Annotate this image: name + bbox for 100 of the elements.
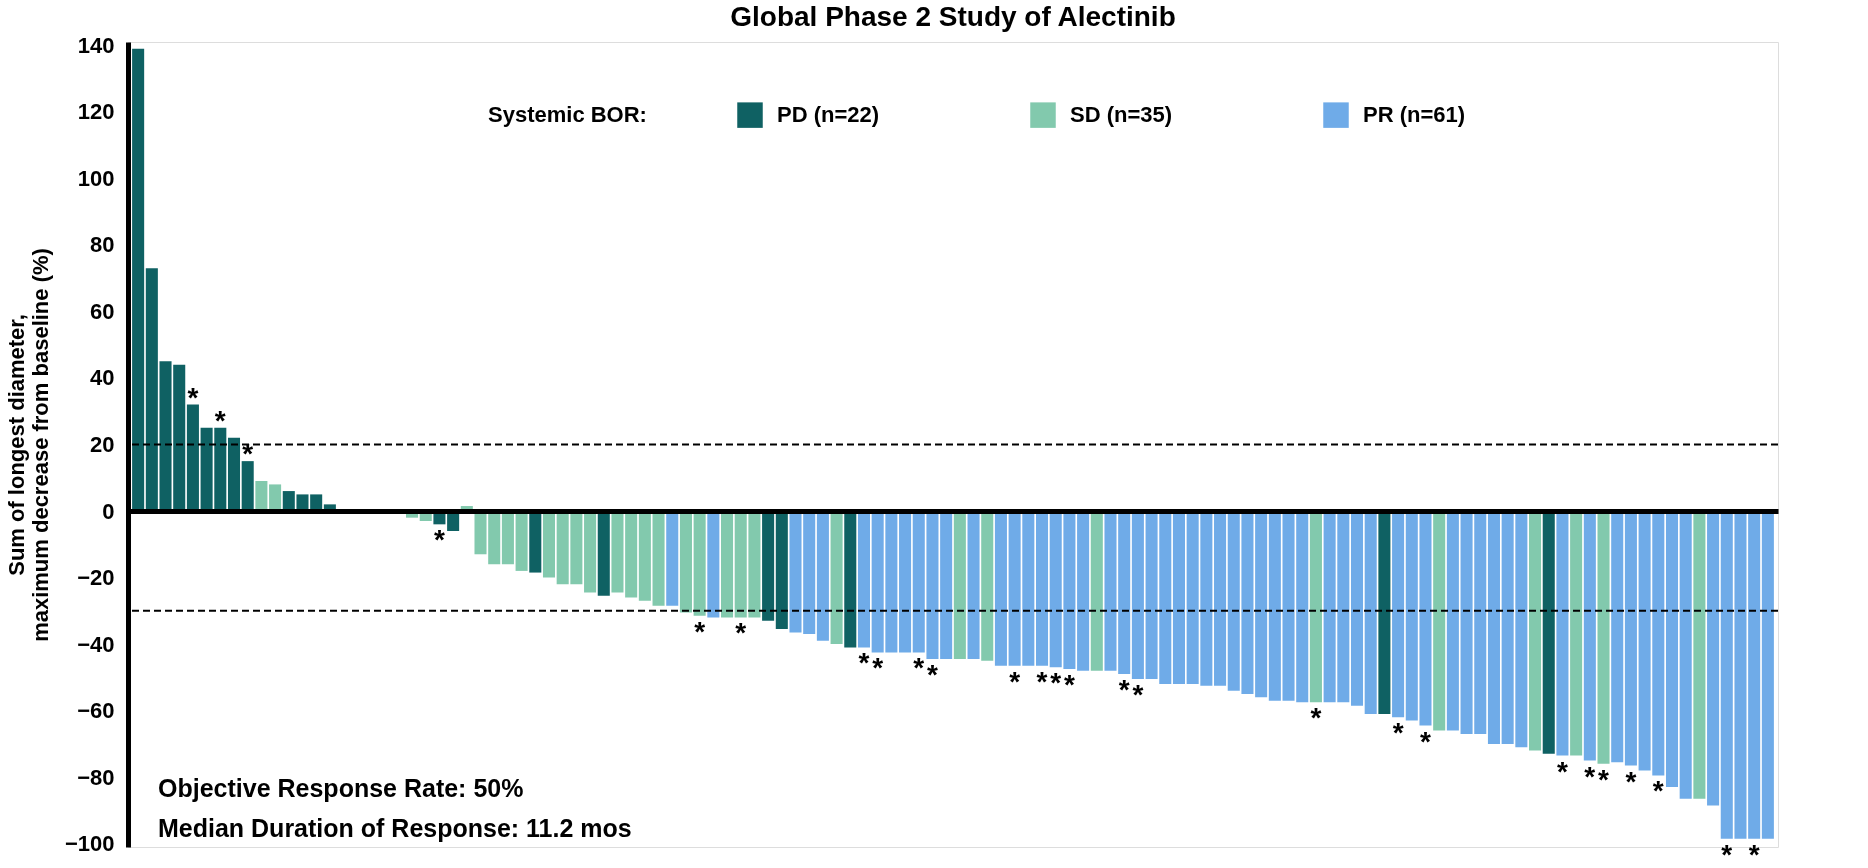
bar xyxy=(857,511,871,648)
y-tick-label: 80 xyxy=(90,232,115,258)
bar xyxy=(1487,511,1500,744)
data-label: * xyxy=(1625,765,1637,797)
bar xyxy=(679,511,692,613)
y-tick-label: 60 xyxy=(90,298,115,324)
data-label: * xyxy=(1584,760,1596,792)
legend-label: PD (n=22) xyxy=(777,102,880,128)
bar xyxy=(1679,511,1692,799)
bar xyxy=(611,511,624,593)
bar xyxy=(707,511,720,618)
bar xyxy=(241,461,254,512)
annotation: Objective Response Rate: 50% xyxy=(158,774,524,802)
bar xyxy=(1556,511,1569,756)
bar xyxy=(981,511,994,661)
bar xyxy=(186,404,199,512)
bar xyxy=(597,511,610,596)
bar xyxy=(1090,511,1103,671)
bar xyxy=(1364,511,1377,714)
y-tick-label: 100 xyxy=(77,165,115,191)
bar xyxy=(529,511,542,573)
bar xyxy=(1624,511,1637,766)
data-label: * xyxy=(1050,667,1062,699)
bar xyxy=(844,511,857,648)
data-label: * xyxy=(1598,763,1610,795)
annotation: Median Duration of Response: 11.2 mos xyxy=(158,814,632,842)
data-label: * xyxy=(1132,679,1144,711)
data-label: * xyxy=(1009,665,1021,697)
bar xyxy=(1583,511,1596,761)
bar xyxy=(940,511,953,660)
bar xyxy=(638,511,651,601)
bar xyxy=(1214,511,1227,686)
bar xyxy=(1665,511,1679,788)
data-label: * xyxy=(1420,725,1432,757)
y-tick-label: −60 xyxy=(77,698,115,724)
bar xyxy=(652,511,665,606)
y-tick-label: −100 xyxy=(64,831,115,857)
bar xyxy=(542,511,556,578)
data-label: * xyxy=(1556,755,1568,787)
bar xyxy=(816,511,829,641)
y-tick-label: −20 xyxy=(77,565,115,591)
bar xyxy=(1529,511,1542,751)
legend-label: SD (n=35) xyxy=(1070,102,1173,128)
bar xyxy=(1268,511,1281,701)
bar xyxy=(1172,511,1185,684)
bar xyxy=(1597,511,1610,764)
y-tick-label: 20 xyxy=(90,432,115,457)
data-label: * xyxy=(214,404,226,436)
data-label: * xyxy=(1392,717,1404,749)
legend-label: PR (n=61) xyxy=(1363,102,1466,128)
bar xyxy=(1611,511,1624,763)
bar xyxy=(1446,511,1459,731)
bar xyxy=(227,437,241,512)
data-label: * xyxy=(735,617,747,649)
bar xyxy=(269,484,282,512)
legend-title: Systemic BOR: xyxy=(488,102,647,127)
bar xyxy=(1350,511,1364,706)
bar xyxy=(994,511,1007,666)
bar xyxy=(1761,511,1774,839)
y-tick-label: −40 xyxy=(77,631,115,657)
bar xyxy=(721,511,734,618)
data-label: * xyxy=(433,524,445,556)
data-label: * xyxy=(1310,702,1322,734)
data-label: * xyxy=(872,652,884,684)
y-axis-title: Sum of longest diameter, maximum decrease from baseline (%) xyxy=(3,248,53,642)
y-tick-label: 40 xyxy=(90,365,115,391)
data-label: * xyxy=(913,652,925,684)
data-label: * xyxy=(1721,838,1733,868)
data-label: * xyxy=(1652,775,1664,807)
bar xyxy=(255,481,268,512)
bar xyxy=(1378,511,1391,714)
bar xyxy=(1570,511,1583,756)
bar xyxy=(1542,511,1555,754)
data-label: * xyxy=(927,659,938,691)
y-tick-label: 140 xyxy=(77,32,115,58)
bar xyxy=(1131,511,1144,680)
bar xyxy=(899,511,912,653)
bar xyxy=(1392,511,1405,718)
data-label: * xyxy=(1036,665,1048,697)
bar xyxy=(1707,511,1720,806)
y-tick-label: 0 xyxy=(102,498,115,524)
data-label: * xyxy=(1118,674,1130,706)
bar xyxy=(584,511,597,593)
bar xyxy=(1035,511,1049,666)
bar xyxy=(1433,511,1446,731)
y-tick-label: −80 xyxy=(77,764,115,790)
bar xyxy=(693,511,706,616)
y-tick-label: 120 xyxy=(77,99,115,125)
bar xyxy=(501,511,514,565)
bar xyxy=(775,511,788,630)
bar xyxy=(625,511,638,598)
data-label: * xyxy=(187,381,199,413)
data-label: * xyxy=(858,647,870,679)
bar xyxy=(1255,511,1268,698)
bar xyxy=(1309,511,1322,703)
bar xyxy=(967,511,980,660)
bar xyxy=(953,511,966,660)
data-label: * xyxy=(694,615,706,647)
bar xyxy=(762,511,775,621)
data-label: * xyxy=(1748,838,1760,868)
